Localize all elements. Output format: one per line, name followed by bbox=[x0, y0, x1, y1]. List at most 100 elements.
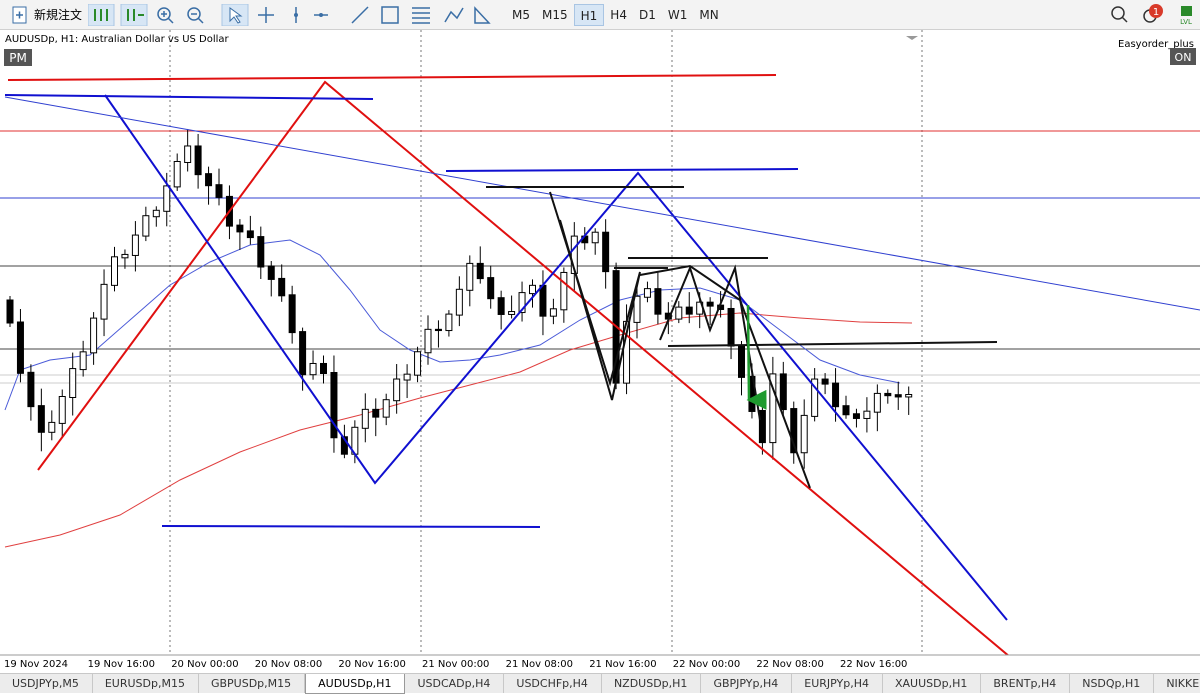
candle-body bbox=[330, 372, 338, 439]
toolbar: 新規注文 M5 M15 H1 H4 D1 W1 MN 1 LVL bbox=[0, 0, 1200, 30]
candle-body bbox=[69, 368, 77, 399]
candle-body bbox=[403, 373, 411, 381]
candle-body bbox=[455, 288, 463, 316]
x-tick-label: 22 Nov 16:00 bbox=[840, 659, 907, 670]
candle-body bbox=[340, 436, 348, 455]
timeframe-button[interactable]: M5 bbox=[512, 8, 530, 22]
symbol-tab[interactable]: NZDUSDp,H1 bbox=[602, 674, 702, 693]
symbol-tab[interactable]: USDCADp,H4 bbox=[405, 674, 505, 693]
expert-badge[interactable]: ON bbox=[1175, 51, 1192, 64]
candle-body bbox=[372, 408, 380, 418]
candle-body bbox=[320, 362, 327, 375]
candle-body bbox=[529, 284, 536, 295]
candle-body bbox=[518, 292, 526, 314]
candle-body bbox=[758, 409, 766, 444]
symbol-tab[interactable]: AUDUSDp,H1 bbox=[305, 674, 406, 694]
symbol-tab[interactable]: XAUUSDp,H1 bbox=[883, 674, 982, 693]
candle-body bbox=[539, 284, 547, 317]
candle-body bbox=[790, 408, 798, 454]
candle-body bbox=[393, 378, 401, 402]
expert-badge-bg[interactable] bbox=[1170, 48, 1196, 65]
candle-body bbox=[90, 317, 98, 354]
timeframe-button[interactable]: MN bbox=[699, 8, 719, 22]
candle-body bbox=[842, 405, 850, 416]
x-tick-label: 19 Nov 2024 bbox=[4, 659, 68, 670]
x-tick-label: 19 Nov 16:00 bbox=[88, 659, 155, 670]
symbol-tab[interactable]: USDCHFp,H4 bbox=[504, 674, 602, 693]
x-tick-label: 22 Nov 00:00 bbox=[673, 659, 740, 670]
timeframe-button[interactable]: W1 bbox=[667, 8, 688, 22]
symbol-tab[interactable]: USDJPYp,M5 bbox=[0, 674, 93, 693]
candle-body bbox=[111, 256, 118, 286]
candle-body bbox=[414, 351, 422, 376]
new-order-icon[interactable] bbox=[10, 4, 30, 26]
candle-body bbox=[643, 288, 651, 298]
symbol-tab[interactable]: EURJPYp,H4 bbox=[792, 674, 883, 693]
timeframe-button[interactable]: H1 bbox=[573, 4, 605, 26]
timeframe-button[interactable]: H4 bbox=[610, 8, 627, 22]
x-tick-label: 20 Nov 16:00 bbox=[338, 659, 405, 670]
candle-body bbox=[905, 394, 913, 398]
candle-body bbox=[236, 224, 244, 233]
symbol-tab[interactable]: EURUSDp,M15 bbox=[93, 674, 199, 693]
candle-body bbox=[58, 396, 66, 424]
candle-body bbox=[48, 421, 56, 433]
x-tick-label: 22 Nov 08:00 bbox=[756, 659, 823, 670]
candle-body bbox=[424, 328, 432, 354]
candle-body bbox=[738, 344, 745, 378]
candle-body bbox=[288, 294, 296, 334]
candle-body bbox=[487, 277, 495, 300]
pm-badge-bg bbox=[4, 49, 32, 66]
timeframe-bar: M5 M15 H1 H4 D1 W1 MN bbox=[506, 4, 725, 26]
candle-body bbox=[591, 231, 599, 244]
candle-body bbox=[6, 299, 14, 324]
candle-body bbox=[445, 313, 453, 332]
candle-body bbox=[811, 378, 819, 417]
moving-average-blue bbox=[4, 239, 901, 411]
candle-body bbox=[821, 378, 829, 385]
candle-body bbox=[267, 265, 275, 280]
candle-body bbox=[863, 410, 871, 419]
symbol-tab[interactable]: GBPJPYp,H4 bbox=[701, 674, 793, 693]
candle-body bbox=[299, 331, 307, 376]
level-icon[interactable]: LVL bbox=[1180, 18, 1192, 26]
timeframe-button[interactable]: D1 bbox=[638, 8, 656, 22]
candle-body bbox=[37, 405, 45, 433]
candle-body bbox=[560, 271, 568, 311]
candle-body bbox=[100, 283, 108, 320]
symbol-tabs: USDJPYp,M5 EURUSDp,M15 GBPUSDp,M15 AUDUSDp,… bbox=[0, 673, 1200, 694]
status-icons: 1 LVL bbox=[1111, 4, 1192, 26]
candlesticks bbox=[6, 128, 913, 469]
pm-badge: PM bbox=[9, 51, 27, 65]
candle-body bbox=[382, 399, 390, 418]
candle-body bbox=[884, 392, 892, 397]
candle-body bbox=[727, 307, 735, 347]
expert-name: Easyorder_plus bbox=[1118, 39, 1194, 50]
candle-body bbox=[278, 277, 286, 297]
candle-body bbox=[602, 231, 610, 273]
tool-icons bbox=[88, 4, 328, 26]
candle-body bbox=[121, 253, 129, 259]
symbol-tab[interactable]: NSDQp,H1 bbox=[1070, 674, 1155, 693]
new-order-button[interactable]: 新規注文 bbox=[34, 8, 83, 22]
candle-body bbox=[832, 382, 840, 408]
timeframe-button[interactable]: M15 bbox=[542, 8, 568, 22]
candle-body bbox=[257, 236, 265, 268]
chart: AUDUSDp, H1: Australian Dollar vs US Dol… bbox=[0, 30, 1200, 670]
symbol-tab[interactable]: NIKKEIp,H1 bbox=[1154, 674, 1200, 693]
x-tick-label: 21 Nov 00:00 bbox=[422, 659, 489, 670]
symbol-tab[interactable]: GBPUSDp,M15 bbox=[199, 674, 306, 693]
candle-body bbox=[873, 392, 881, 413]
candle-body bbox=[152, 209, 160, 218]
notification-count: 1 bbox=[1153, 7, 1159, 18]
candle-body bbox=[173, 160, 181, 188]
period-separators bbox=[169, 30, 923, 655]
candle-body bbox=[466, 262, 474, 291]
x-tick-label: 21 Nov 16:00 bbox=[589, 659, 656, 670]
candle-body bbox=[476, 262, 484, 280]
symbol-tab[interactable]: BRENTp,H4 bbox=[981, 674, 1071, 693]
candle-body bbox=[549, 308, 557, 317]
candle-body bbox=[142, 215, 150, 237]
candle-body bbox=[16, 321, 24, 374]
candle-body bbox=[685, 306, 693, 315]
